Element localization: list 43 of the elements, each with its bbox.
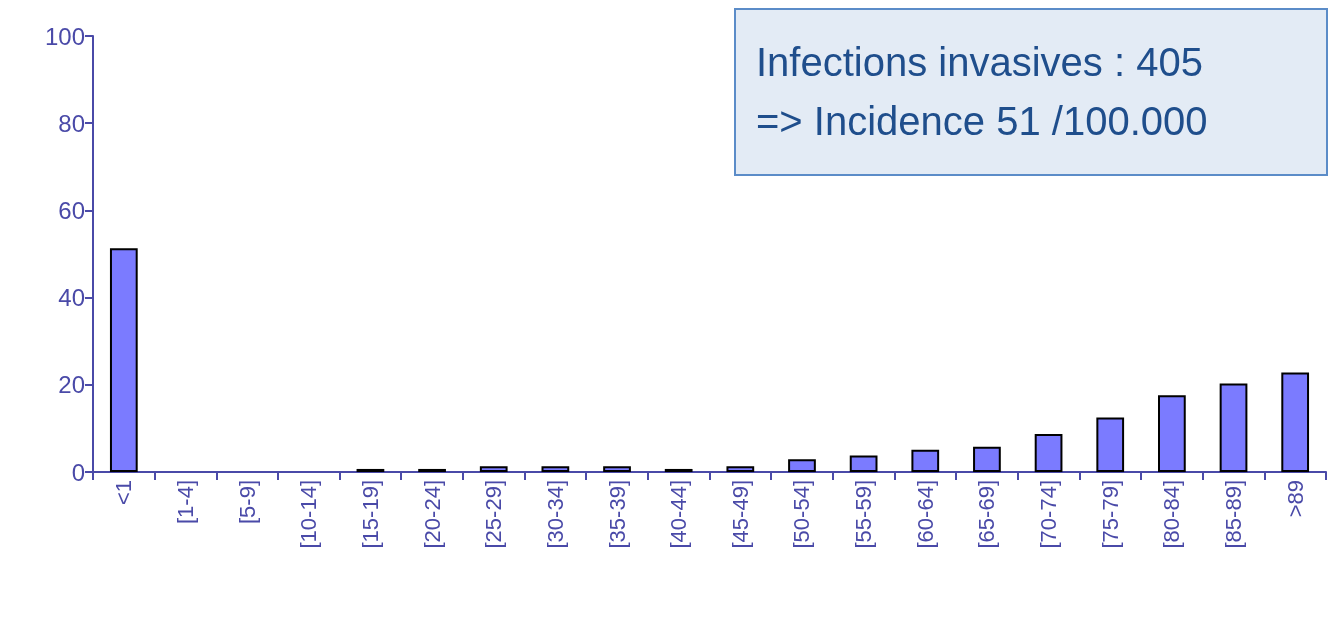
x-tick-label: [70-74] xyxy=(1036,480,1062,549)
x-tick-label: [20-24] xyxy=(419,480,445,549)
annotation: => Incidence 51 /100.000 xyxy=(756,99,1209,144)
x-tick-label: [85-89] xyxy=(1221,480,1247,549)
x-tick-label: [80-84] xyxy=(1159,480,1185,549)
y-tick-label: 100 xyxy=(44,22,85,50)
x-tick-label: [55-59] xyxy=(851,480,877,549)
x-tick-label: [40-44] xyxy=(666,480,692,549)
bar xyxy=(911,449,940,472)
x-tick-label: <1 xyxy=(111,480,137,506)
bar xyxy=(788,459,816,472)
x-tick-label: >89 xyxy=(1282,480,1308,518)
bar xyxy=(541,466,570,472)
x-tick-label: [15-19] xyxy=(357,480,383,549)
note-box: Infections invasives : 405 => Incidence 51 /100.000 xyxy=(734,8,1328,176)
bar xyxy=(1281,372,1310,472)
bar xyxy=(1096,417,1125,472)
x-tick-label: [75-79] xyxy=(1097,480,1123,549)
x-tick-label: [25-29] xyxy=(481,480,507,549)
annotation: Infections invasives : 405 xyxy=(756,40,1204,85)
y-tick-label: 80 xyxy=(58,109,85,137)
x-tick-label: [10-14] xyxy=(296,480,322,549)
x-tick-label: [30-34] xyxy=(542,480,568,549)
bar xyxy=(1219,383,1248,472)
y-tick-label: 60 xyxy=(58,196,85,224)
x-tick-label: [1-4] xyxy=(172,480,198,525)
y-tick-label: 0 xyxy=(71,458,85,486)
x-tick-label: [65-69] xyxy=(974,480,1000,549)
x-tick-label: [35-39] xyxy=(604,480,630,549)
bar xyxy=(726,466,755,472)
bar xyxy=(973,446,1001,472)
bar xyxy=(109,248,138,472)
bar xyxy=(603,466,631,472)
x-tick-label: [5-9] xyxy=(234,480,260,525)
x-tick-label: [45-49] xyxy=(727,480,753,549)
bar xyxy=(479,466,508,472)
bar xyxy=(1158,395,1186,472)
y-tick-label: 20 xyxy=(58,371,85,399)
bar xyxy=(849,455,878,472)
x-tick-label: [50-54] xyxy=(789,480,815,549)
x-tick-label: [60-64] xyxy=(912,480,938,549)
y-tick-label: 40 xyxy=(58,284,85,312)
bar xyxy=(1034,434,1063,472)
